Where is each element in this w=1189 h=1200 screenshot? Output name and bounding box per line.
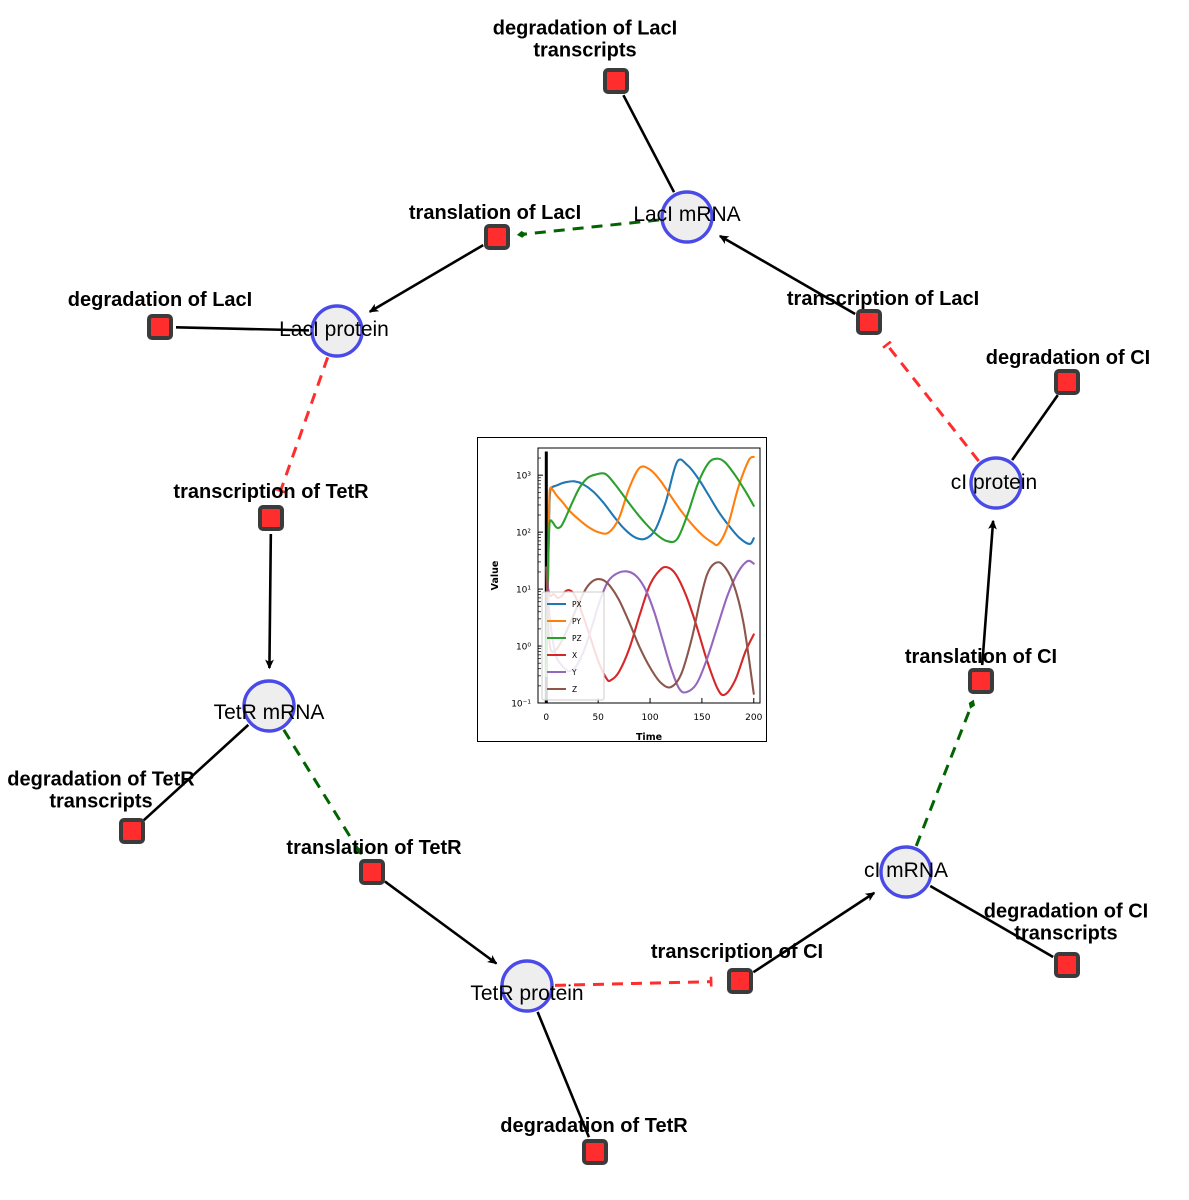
edges-group (142, 94, 1059, 1138)
species-label-ci_mrna: cI mRNA (864, 859, 948, 882)
edge-laci_protein-to-transcription_tetr (275, 356, 330, 494)
reaction-node-deg_tetr[interactable] (582, 1139, 608, 1165)
edge-ci_mrna-to-deg_ci_transcripts (929, 884, 1054, 959)
edge-deg_laci_transcripts-to-laci_mrna (622, 94, 676, 193)
y-tick-label: 10⁰ (516, 643, 531, 653)
reaction-node-deg_ci_transcripts[interactable] (1054, 952, 1080, 978)
species-node-ci_protein[interactable] (969, 456, 1023, 510)
legend-label-PY: PY (572, 617, 581, 626)
x-tick-label: 200 (745, 713, 762, 723)
edge-tetr_mrna-to-translation_tetr (282, 729, 362, 856)
y-minor-ticks (538, 447, 541, 687)
reaction-label-transcription_laci: transcription of LacI (786, 287, 980, 310)
edge-translation_laci-to-laci_protein (368, 243, 484, 313)
x-axis-ticks: 0 50 100 150 200 (543, 698, 763, 723)
x-tick-label: 150 (693, 713, 710, 723)
reaction-label-deg_tetr_transcripts: degradation of TetR transcripts (7, 768, 195, 813)
species-label-tetr_protein: TetR protein (470, 982, 584, 1005)
edge-translation_tetr-to-tetr_protein (384, 880, 498, 965)
y-tick-label: 10⁻¹ (511, 700, 531, 710)
y-axis-ticks: 10⁻¹ 10⁰ 10¹ 10² 10³ (511, 472, 543, 710)
species-node-tetr_mrna[interactable] (242, 679, 296, 733)
edge-ci_protein-to-deg_ci (1011, 394, 1059, 461)
species-nodes-group (242, 190, 1023, 1013)
reaction-label-translation_tetr: translation of TetR (286, 836, 462, 859)
x-axis-title: Time (636, 732, 662, 743)
species-label-laci_protein: LacI protein (279, 318, 389, 341)
reaction-nodes-group (119, 68, 1080, 1165)
edge-tetr_protein-to-deg_tetr (536, 1011, 591, 1138)
reaction-label-transcription_ci: transcription of CI (650, 940, 824, 963)
species-node-laci_mrna[interactable] (660, 190, 714, 244)
reaction-node-transcription_ci[interactable] (727, 968, 753, 994)
reaction-label-transcription_tetr: transcription of TetR (173, 480, 369, 503)
edge-laci_mrna-to-translation_laci (516, 218, 660, 238)
reaction-label-deg_ci: degradation of CI (985, 346, 1151, 369)
y-axis-title: Value (490, 561, 501, 591)
reaction-label-deg_laci_transcripts: degradation of LacI transcripts (492, 17, 678, 62)
reaction-node-transcription_laci[interactable] (856, 309, 882, 335)
chart-legend: PX PY PZ XYZ (541, 591, 605, 701)
y-tick-label: 10² (516, 529, 531, 539)
species-label-ci_protein: cI protein (950, 471, 1038, 494)
species-node-ci_mrna[interactable] (879, 845, 933, 899)
legend-label-X: X (572, 651, 577, 660)
edge-tetr_mrna-to-deg_tetr_transcripts (142, 723, 250, 822)
reaction-node-translation_tetr[interactable] (359, 859, 385, 885)
reaction-label-deg_ci_transcripts: degradation of CI transcripts (983, 900, 1149, 945)
x-tick-label: 50 (592, 713, 604, 723)
legend-label-PZ: PZ (572, 634, 582, 643)
reaction-label-translation_ci: translation of CI (904, 645, 1058, 668)
reaction-node-deg_laci[interactable] (147, 314, 173, 340)
edge-transcription_laci-to-laci_mrna (718, 234, 856, 316)
reaction-node-translation_laci[interactable] (484, 224, 510, 250)
species-label-laci_mrna: LacI mRNA (633, 203, 741, 226)
legend-label-PX: PX (572, 600, 582, 609)
reaction-label-translation_laci: translation of LacI (408, 201, 582, 224)
species-node-laci_protein[interactable] (310, 304, 364, 358)
edge-tetr_protein-to-transcription_ci (554, 976, 713, 987)
x-tick-label: 0 (543, 713, 549, 723)
edge-translation_ci-to-ci_protein (980, 519, 997, 666)
reaction-node-deg_laci_transcripts[interactable] (603, 68, 629, 94)
reaction-node-deg_ci[interactable] (1054, 369, 1080, 395)
species-label-tetr_mrna: TetR mRNA (213, 701, 325, 724)
reaction-label-deg_tetr: degradation of TetR (500, 1114, 688, 1137)
edge-ci_protein-to-transcription_laci (882, 340, 980, 462)
x-tick-label: 100 (641, 713, 658, 723)
reaction-node-deg_tetr_transcripts[interactable] (119, 818, 145, 844)
edge-transcription_ci-to-ci_mrna (752, 891, 876, 974)
series-line-PZ (545, 457, 755, 677)
edge-ci_mrna-to-translation_ci (914, 699, 976, 847)
simulation-plot-inset: 10⁻¹ 10⁰ 10¹ 10² 10³ 0 50 100 150 200 Time Value PX P… (477, 437, 767, 743)
legend-label-Z: Z (572, 685, 577, 694)
y-tick-label: 10³ (516, 472, 531, 482)
reaction-label-deg_laci: degradation of LacI (67, 288, 253, 311)
edge-laci_protein-to-deg_laci (175, 326, 310, 332)
edge-transcription_tetr-to-tetr_mrna (265, 533, 274, 670)
legend-label-Y: Y (571, 668, 577, 677)
y-tick-label: 10¹ (516, 586, 531, 596)
reaction-node-transcription_tetr[interactable] (258, 505, 284, 531)
series-line-PY (545, 455, 755, 677)
reaction-node-translation_ci[interactable] (968, 668, 994, 694)
species-node-tetr_protein[interactable] (500, 959, 554, 1013)
